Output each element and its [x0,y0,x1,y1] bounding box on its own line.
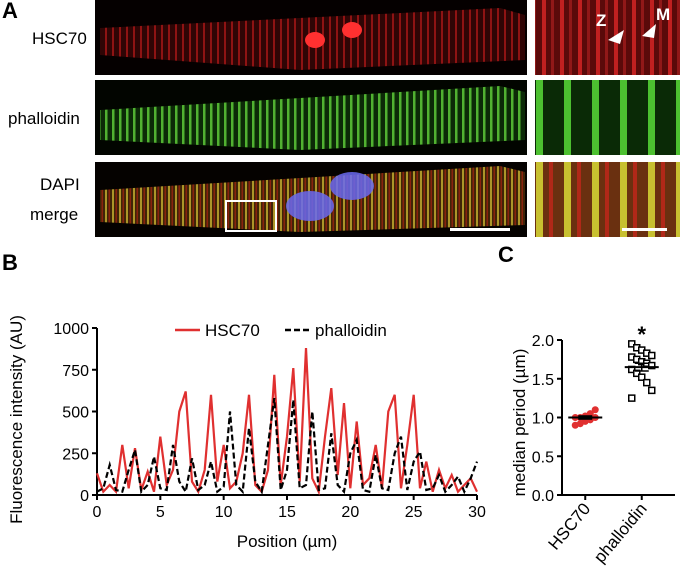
point [628,340,636,348]
arrow [608,30,624,44]
scale-bar [450,228,510,231]
inset-merge [535,162,680,237]
row-label: HSC70 [32,29,87,48]
nucleus-spot [305,32,325,48]
inset-phalloidin [535,80,680,155]
arrow [642,24,656,38]
point [648,386,656,395]
point [648,361,656,370]
point [648,351,656,360]
panel-label: B [2,250,18,275]
y-tick-label: 250 [62,446,89,463]
x-axis-label: Position (µm) [237,532,337,551]
y-tick-label: 1.5 [532,372,554,389]
point [643,378,651,387]
x-tick-label: 25 [405,504,423,521]
y-tick-label: 2.0 [532,333,554,350]
point [591,406,599,414]
y-tick-label: 1.0 [532,411,554,428]
y-tick-label: 1000 [53,321,89,338]
row-label: phalloidin [8,109,80,128]
legend-label: phalloidin [315,321,387,340]
legend-label: HSC70 [205,321,260,340]
nucleus [330,172,374,200]
y-tick-label: 0.0 [532,488,554,505]
x-tick-label: 15 [278,504,296,521]
scale-bar [622,228,667,231]
nucleus-spot [342,22,362,38]
x-tick-label: HSC70 [545,499,595,553]
x-tick-label: 10 [215,504,233,521]
panel-label: C [498,242,514,267]
point [628,394,636,402]
m-mark: M [656,5,670,24]
panel-label: A [2,0,18,23]
y-tick-label: 750 [62,363,89,380]
x-tick-label: phalloidin [590,499,651,566]
line-series [95,347,478,496]
annotation: * [637,322,646,347]
inset-box [225,200,277,232]
row-label: DAPI [40,175,80,194]
y-tick-label: 500 [62,405,89,422]
y-tick-label: 0 [80,488,89,505]
x-tick-label: 0 [93,504,102,521]
y-axis-label: Fluorescence intensity (AU) [7,315,26,524]
x-tick-label: 20 [341,504,359,521]
nucleus [286,191,334,221]
y-axis-label: median period (µm) [510,349,529,497]
inset-hsc70 [535,0,680,75]
x-tick-label: 5 [156,504,165,521]
line-series [96,397,479,495]
row-label: merge [30,205,78,224]
cell [100,86,525,150]
point [638,373,646,381]
y-tick-label: 0.5 [532,449,554,466]
x-tick-label: 30 [468,504,486,521]
z-mark: Z [596,11,606,30]
panel-a: A HSC70 phalloidin DAPI merge Z M [2,0,680,237]
